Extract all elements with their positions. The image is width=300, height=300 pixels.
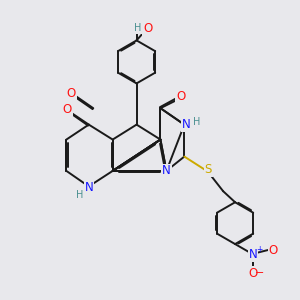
Text: N: N	[182, 118, 190, 131]
Text: O: O	[63, 103, 72, 116]
Text: −: −	[255, 268, 264, 278]
Text: S: S	[205, 163, 212, 176]
Text: N: N	[162, 164, 171, 177]
Text: H: H	[76, 190, 83, 200]
Text: O: O	[67, 87, 76, 100]
Text: H: H	[193, 117, 201, 127]
Text: N: N	[249, 248, 257, 261]
Text: H: H	[134, 23, 142, 34]
Text: +: +	[257, 244, 263, 253]
Text: N: N	[84, 182, 93, 194]
Text: O: O	[176, 90, 185, 103]
Text: O: O	[268, 244, 278, 256]
Text: O: O	[248, 267, 258, 280]
Text: O: O	[143, 22, 152, 35]
